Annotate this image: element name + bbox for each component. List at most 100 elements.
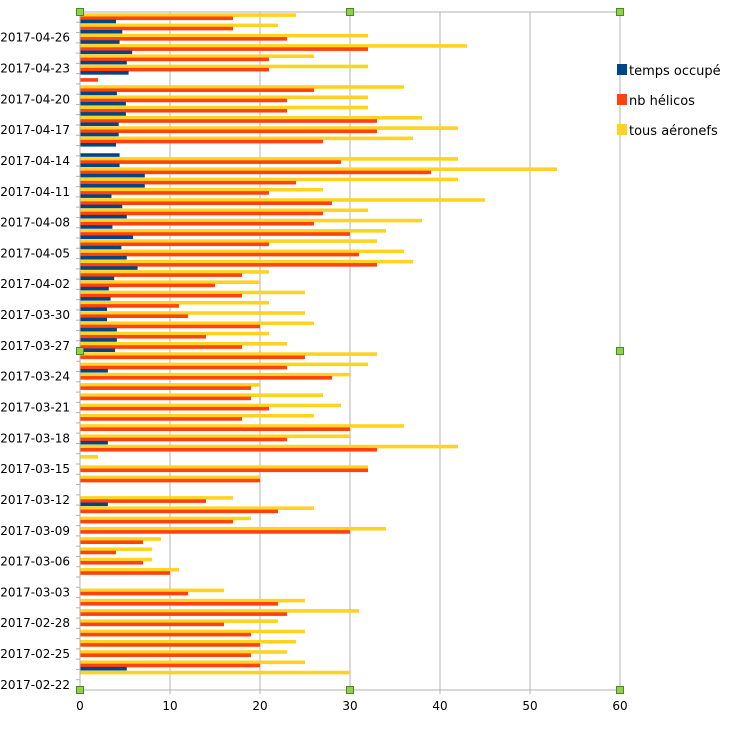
bar-tous-aéronefs-2017-03-12 [80, 496, 233, 500]
bar-nb-hélicos-2017-03-20 [80, 417, 242, 421]
bar-temps-occupé-2017-04-01 [80, 297, 111, 301]
legend-swatch-tous-aeronefs [617, 124, 627, 135]
bar-nb-hélicos-2017-03-26 [80, 355, 305, 360]
bar-tous-aéronefs-2017-03-23 [80, 383, 260, 387]
bar-nb-hélicos-2017-04-13 [80, 170, 431, 175]
bar-tous-aéronefs-2017-03-19 [80, 424, 404, 428]
bar-tous-aéronefs-2017-02-26 [80, 639, 296, 644]
bar-temps-occupé-2017-04-13 [80, 173, 145, 178]
bars [80, 13, 557, 675]
x-tick-label-20: 20 [252, 699, 267, 713]
bar-nb-hélicos-2017-04-04 [80, 263, 377, 267]
bar-nb-hélicos-2017-03-09 [80, 530, 350, 534]
bar-nb-hélicos-2017-02-24 [80, 663, 260, 668]
y-tick-label-2017-03-12: 2017-03-12 [0, 493, 70, 507]
y-tick-label-2017-04-26: 2017-04-26 [0, 31, 70, 45]
bar-tous-aéronefs-2017-04-27 [80, 23, 278, 28]
bar-nb-hélicos-2017-03-08 [80, 540, 143, 545]
bar-nb-hélicos-2017-04-22 [80, 78, 98, 82]
legend-label-temps-occupe: temps occupé [629, 64, 721, 79]
bar-nb-hélicos-2017-03-29 [80, 324, 260, 329]
bar-nb-hélicos-2017-04-10 [80, 201, 332, 206]
bar-tous-aéronefs-2017-04-28 [80, 13, 296, 17]
bar-nb-hélicos-2017-03-30 [80, 314, 188, 319]
bar-tous-aéronefs-2017-03-30 [80, 311, 305, 315]
bar-temps-occupé-2017-04-14 [80, 163, 120, 168]
bar-nb-hélicos-2017-03-03 [80, 591, 188, 596]
bar-temps-occupé-2017-03-12 [80, 502, 108, 507]
bar-nb-hélicos-2017-03-27 [80, 345, 242, 349]
bar-nb-hélicos-2017-02-26 [80, 643, 260, 647]
y-tick-label-2017-04-14: 2017-04-14 [0, 154, 70, 168]
bar-nb-hélicos-2017-03-06 [80, 560, 143, 565]
bar-temps-occupé-2017-03-29 [80, 327, 117, 332]
bar-tous-aéronefs-2017-03-31 [80, 300, 269, 305]
bar-tous-aéronefs-2017-02-23 [80, 670, 350, 675]
selection-handle[interactable] [346, 8, 354, 16]
bar-tous-aéronefs-2017-03-17 [80, 444, 458, 449]
legend-swatch-nb-helicos [617, 94, 627, 105]
bar-temps-occupé-2017-04-23 [80, 71, 129, 75]
bar-tous-aéronefs-2017-03-01 [80, 609, 359, 613]
bar-temps-occupé-2017-04-10 [80, 204, 123, 209]
bar-temps-occupé-2017-04-26 [80, 40, 120, 44]
bar-temps-occupé-2017-04-03 [80, 276, 115, 281]
bar-nb-hélicos-2017-04-09 [80, 211, 323, 216]
bar-nb-hélicos-2017-04-02 [80, 283, 215, 288]
selection-handle[interactable] [76, 686, 84, 694]
selection-handle[interactable] [76, 8, 84, 16]
y-tick-label-2017-03-27: 2017-03-27 [0, 339, 70, 353]
bar-nb-hélicos-2017-03-31 [80, 304, 179, 308]
selection-handle[interactable] [616, 686, 624, 694]
y-axis-tick-labels: 2017-04-26 2017-04-23 2017-04-20 2017-04-17… [0, 31, 70, 692]
bar-temps-occupé-2017-03-30 [80, 317, 107, 322]
bar-nb-hélicos-2017-03-18 [80, 437, 287, 442]
bar-tous-aéronefs-2017-04-26 [80, 33, 368, 38]
bar-temps-occupé-2017-04-25 [80, 50, 133, 55]
x-tick-label-0: 0 [76, 699, 84, 713]
bar-nb-hélicos-2017-04-16 [80, 139, 323, 144]
bar-nb-hélicos-2017-04-03 [80, 273, 242, 277]
bar-temps-occupé-2017-04-06 [80, 245, 122, 250]
bar-tous-aéronefs-2017-03-10 [80, 516, 251, 521]
bar-nb-hélicos-2017-03-11 [80, 509, 278, 514]
bar-nb-hélicos-2017-04-17 [80, 129, 377, 134]
y-tick-label-2017-03-21: 2017-03-21 [0, 401, 70, 415]
y-tick-label-2017-04-20: 2017-04-20 [0, 92, 70, 106]
bar-nb-hélicos-2017-04-20 [80, 98, 287, 103]
bar-temps-occupé-2017-04-20 [80, 101, 126, 106]
bar-temps-occupé-2017-04-16 [80, 142, 116, 147]
y-tick-label-2017-02-25: 2017-02-25 [0, 647, 70, 661]
bar-nb-hélicos-2017-03-02 [80, 602, 278, 606]
bar-temps-occupé-2017-04-28 [80, 19, 116, 24]
x-tick-label-50: 50 [522, 699, 537, 713]
y-tick-label-2017-04-23: 2017-04-23 [0, 62, 70, 76]
y-tick-label-2017-02-28: 2017-02-28 [0, 616, 70, 630]
bar-tous-aéronefs-2017-04-13 [80, 167, 557, 171]
y-tick-label-2017-02-22: 2017-02-22 [0, 678, 70, 692]
bar-tous-aéronefs-2017-03-24 [80, 372, 350, 377]
bar-nb-hélicos-2017-04-06 [80, 242, 269, 247]
bar-nb-hélicos-2017-03-24 [80, 376, 332, 380]
selection-handle[interactable] [616, 347, 624, 355]
bar-tous-aéronefs-2017-03-22 [80, 393, 323, 397]
legend-label-nb-helicos: nb hélicos [629, 94, 695, 109]
bar-nb-hélicos-2017-04-27 [80, 26, 233, 31]
bar-tous-aéronefs-2017-03-15 [80, 465, 368, 469]
selection-handle[interactable] [616, 8, 624, 16]
bar-nb-hélicos-2017-04-05 [80, 252, 359, 257]
y-tick-label-2017-04-08: 2017-04-08 [0, 216, 70, 230]
bar-tous-aéronefs-2017-04-20 [80, 95, 368, 100]
bar-tous-aéronefs-2017-03-14 [80, 475, 260, 480]
bar-tous-aéronefs-2017-03-20 [80, 413, 314, 418]
bar-nb-hélicos-2017-03-19 [80, 427, 350, 432]
bar-tous-aéronefs-2017-04-09 [80, 208, 368, 213]
bar-temps-occupé-2017-03-18 [80, 440, 108, 445]
bar-nb-hélicos-2017-03-22 [80, 396, 251, 401]
selection-handle[interactable] [76, 347, 84, 355]
selection-handle[interactable] [346, 686, 354, 694]
bar-tous-aéronefs-2017-03-05 [80, 568, 179, 572]
bar-tous-aéronefs-2017-03-02 [80, 598, 305, 603]
bar-tous-aéronefs-2017-03-09 [80, 526, 386, 531]
bar-nb-hélicos-2017-04-18 [80, 119, 377, 123]
